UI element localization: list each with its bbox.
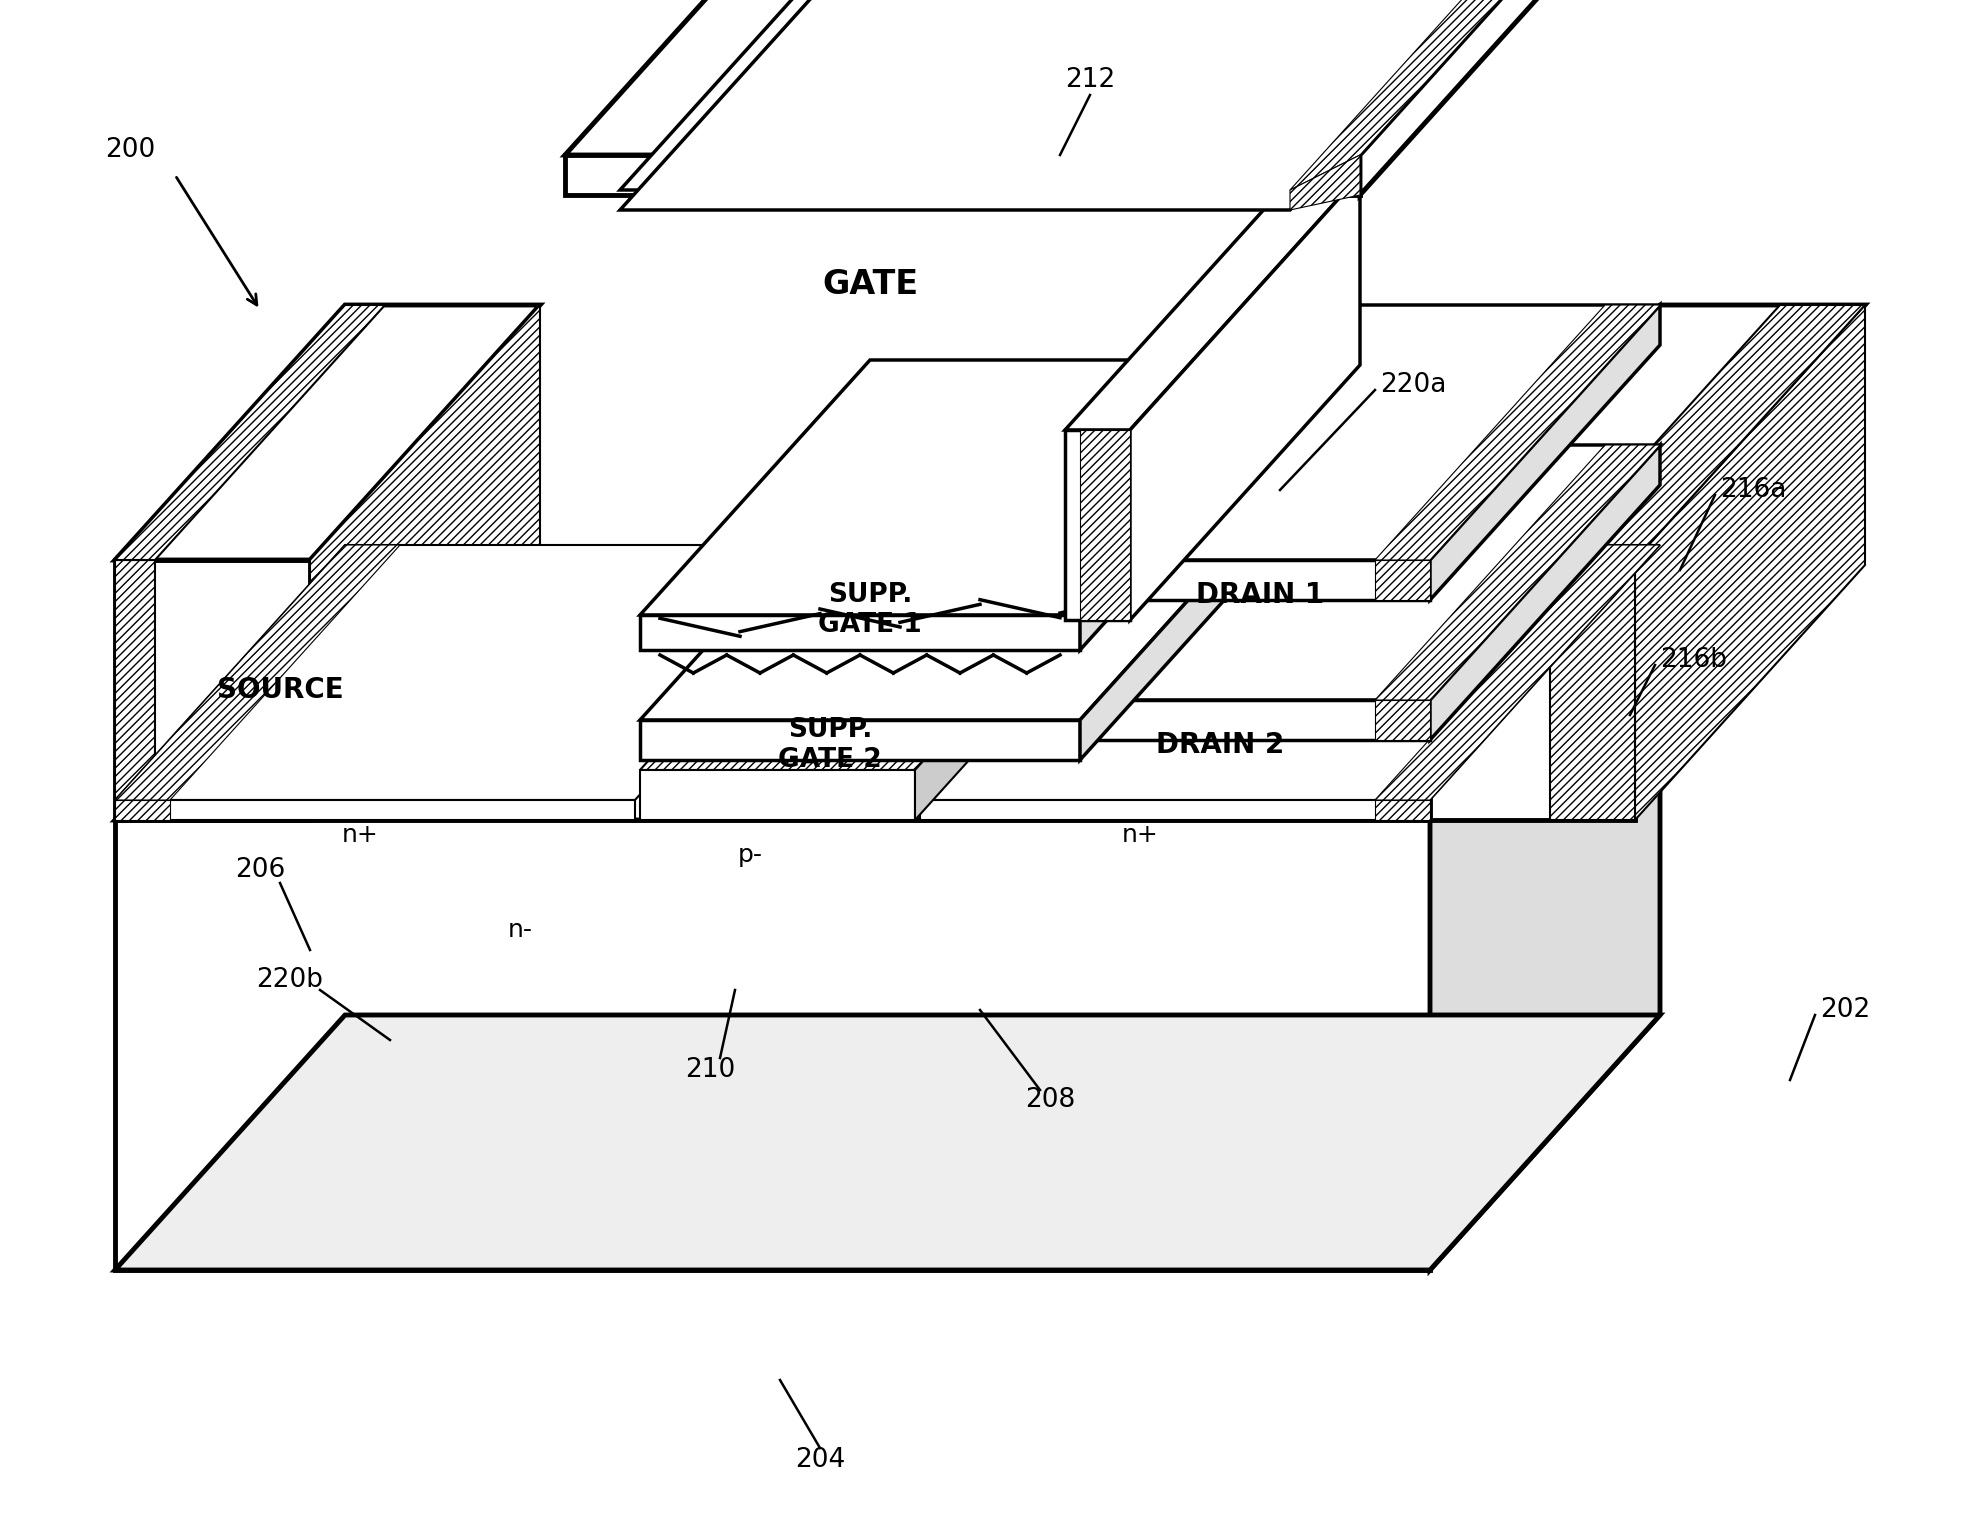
Polygon shape [565,0,1590,156]
Polygon shape [115,800,170,820]
Polygon shape [1375,545,1661,800]
Polygon shape [640,770,914,820]
Text: SOURCE: SOURCE [217,676,344,704]
Polygon shape [115,545,401,800]
Polygon shape [1084,305,1661,560]
Text: 208: 208 [1025,1087,1074,1113]
Polygon shape [640,515,1146,770]
Polygon shape [115,560,310,820]
Polygon shape [1065,431,1130,620]
Polygon shape [1430,565,1661,1270]
Polygon shape [1080,360,1309,651]
Polygon shape [1375,800,1430,820]
Text: 216b: 216b [1661,647,1726,673]
Polygon shape [1375,444,1661,699]
Polygon shape [914,515,1146,820]
Polygon shape [1130,176,1361,620]
Text: 210: 210 [685,1057,735,1083]
Polygon shape [1375,699,1430,741]
Polygon shape [1430,305,1864,560]
Text: 220a: 220a [1381,373,1446,399]
Text: 216a: 216a [1720,476,1785,502]
Polygon shape [920,545,1661,800]
Polygon shape [1550,560,1635,820]
Text: 200: 200 [105,137,156,163]
Polygon shape [1375,305,1661,560]
Text: SUPP.
GATE 1: SUPP. GATE 1 [818,582,922,638]
Polygon shape [310,305,539,820]
Text: DRAIN 1: DRAIN 1 [1197,580,1323,609]
Polygon shape [115,305,539,560]
Polygon shape [115,565,1661,820]
Polygon shape [1084,444,1661,699]
Text: 212: 212 [1065,67,1116,93]
Polygon shape [640,615,1080,651]
Polygon shape [1361,0,1590,195]
Polygon shape [920,800,1430,820]
Polygon shape [1430,444,1661,741]
Polygon shape [1290,156,1361,211]
Polygon shape [1635,305,1864,820]
Polygon shape [115,1015,1661,1270]
Text: GATE: GATE [822,269,918,301]
Polygon shape [640,466,1309,721]
Polygon shape [1084,699,1430,741]
Polygon shape [115,800,636,820]
Polygon shape [115,820,1430,1270]
Polygon shape [1430,305,1661,600]
Text: 220b: 220b [257,967,324,993]
Text: n+: n+ [342,823,379,847]
Polygon shape [1065,176,1361,431]
Text: n-: n- [508,918,533,942]
Text: SUPP.
GATE 2: SUPP. GATE 2 [778,718,881,773]
Polygon shape [620,0,1521,189]
Polygon shape [640,721,1080,760]
Text: DRAIN 2: DRAIN 2 [1155,731,1284,759]
Polygon shape [1080,431,1130,620]
Text: 204: 204 [794,1448,845,1474]
Polygon shape [115,545,865,800]
Polygon shape [1375,560,1430,600]
Text: n+: n+ [1122,823,1159,847]
Polygon shape [1430,560,1635,820]
Polygon shape [565,156,1361,195]
Text: 206: 206 [235,857,284,883]
Polygon shape [1290,0,1590,189]
Text: 202: 202 [1821,997,1870,1023]
Text: p-: p- [737,843,762,867]
Polygon shape [1084,560,1430,600]
Polygon shape [1550,305,1864,560]
Polygon shape [1080,466,1309,760]
Polygon shape [115,560,154,820]
Polygon shape [115,305,385,560]
Polygon shape [640,360,1309,615]
Polygon shape [620,0,1521,211]
